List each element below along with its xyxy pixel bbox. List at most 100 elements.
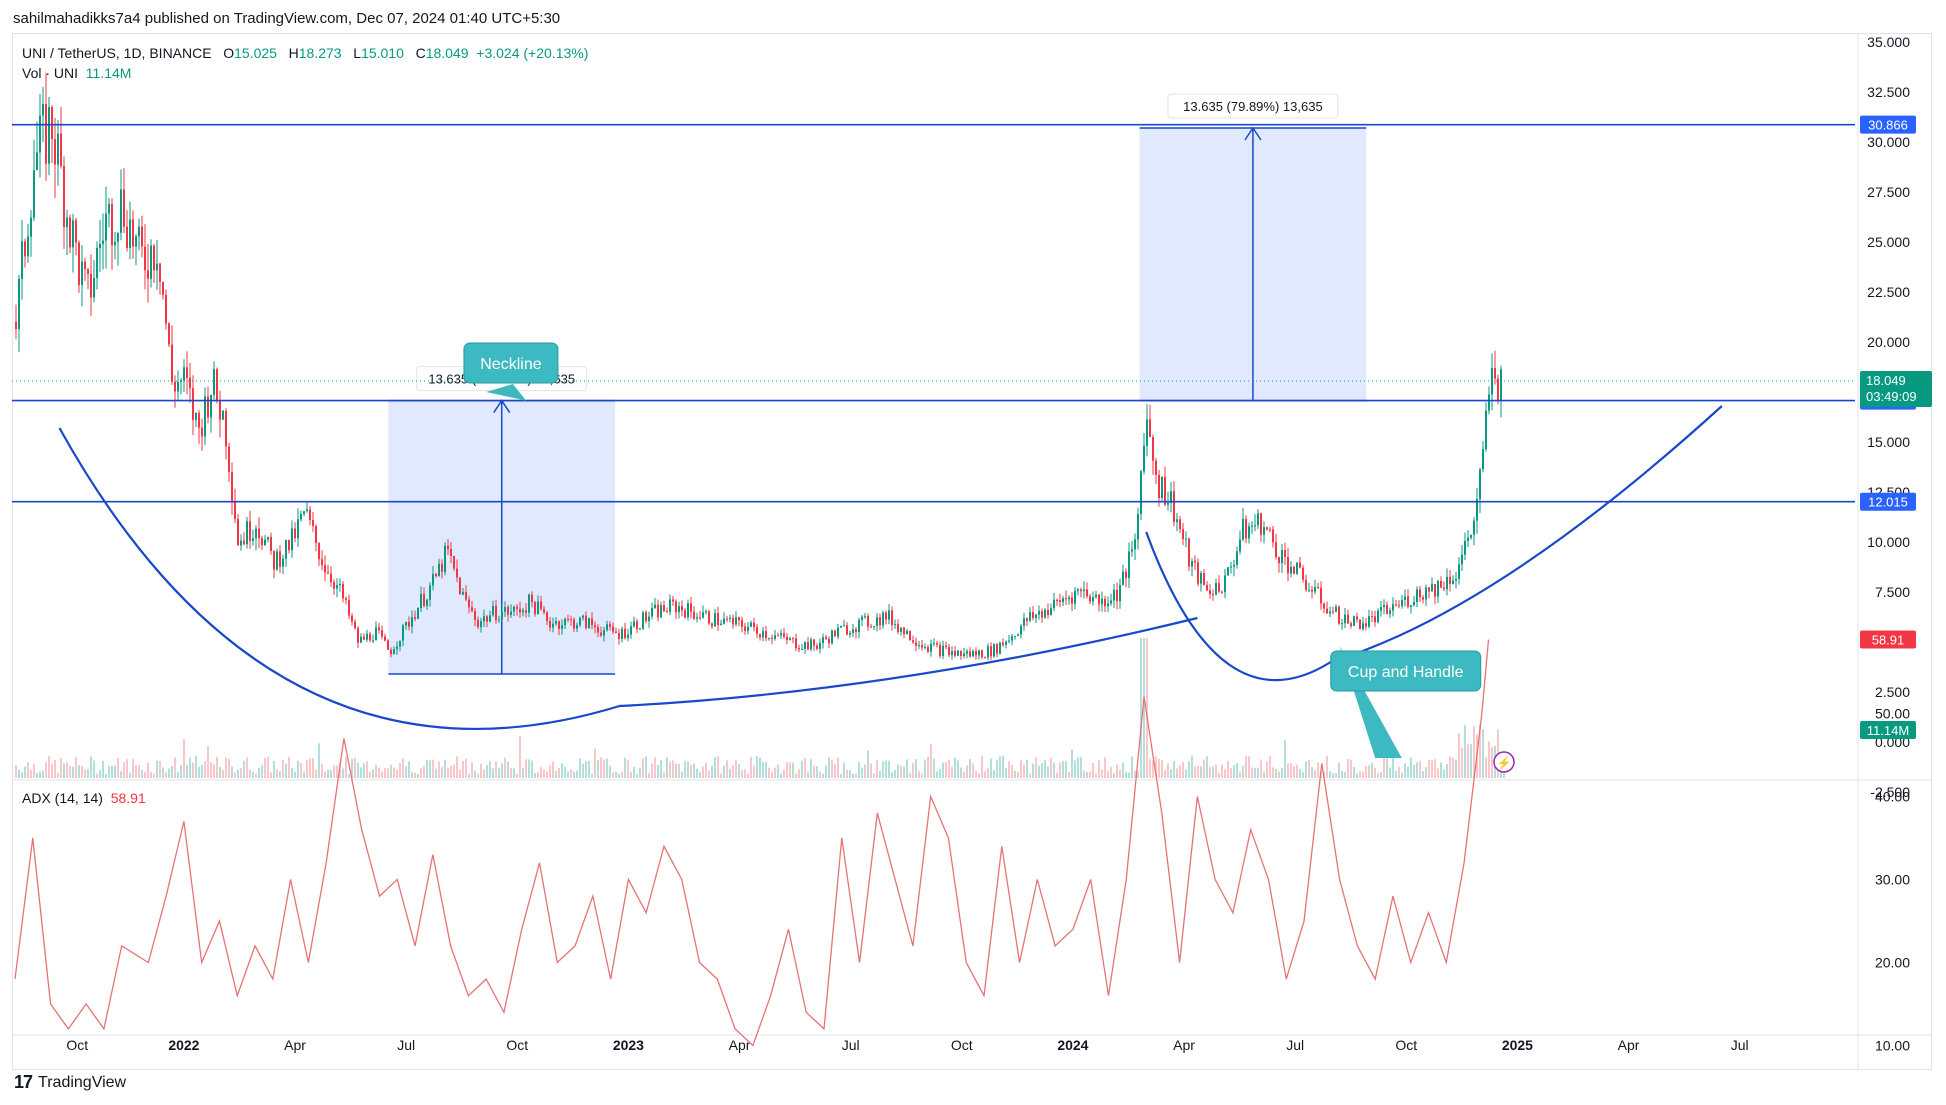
volume-bar xyxy=(996,760,998,778)
volume-bar xyxy=(906,759,908,778)
cup-handle-callout-label: Cup and Handle xyxy=(1348,664,1464,681)
y-tick-label: 27.500 xyxy=(1867,184,1910,200)
candle-body xyxy=(573,619,575,629)
volume-bar xyxy=(1242,765,1244,778)
candle-body xyxy=(831,630,833,644)
candle-body xyxy=(312,520,314,527)
volume-bar xyxy=(1200,766,1202,778)
volume-bar xyxy=(1095,773,1097,778)
candle-body xyxy=(1092,597,1094,602)
volume-bar xyxy=(312,758,314,778)
volume-bar xyxy=(1191,756,1193,778)
volume-bar xyxy=(921,773,923,778)
volume-bar xyxy=(990,758,992,778)
volume-bar xyxy=(1302,771,1304,778)
volume-bar xyxy=(624,757,626,778)
candle-body xyxy=(1356,616,1358,620)
volume-bar xyxy=(582,763,584,778)
volume-bar xyxy=(531,760,533,778)
volume-bar xyxy=(1194,766,1196,778)
candle-body xyxy=(1236,551,1238,565)
symbol-label[interactable]: UNI / TetherUS, 1D, BINANCE xyxy=(22,45,212,61)
volume-bar xyxy=(579,758,581,778)
candle-body xyxy=(1008,640,1010,642)
candle-body xyxy=(702,612,704,618)
volume-bar xyxy=(1296,764,1298,778)
candle-body xyxy=(456,568,458,578)
volume-bar xyxy=(363,763,365,778)
candle-body xyxy=(798,648,800,650)
candle-body xyxy=(117,232,119,242)
volume-label[interactable]: Vol · UNI xyxy=(22,65,79,81)
volume-bar xyxy=(432,759,434,778)
volume-bar xyxy=(1098,760,1100,778)
candle-body xyxy=(276,551,278,570)
candle-body xyxy=(663,605,665,612)
candle-body xyxy=(156,263,158,271)
volume-bar xyxy=(72,766,74,778)
candle-body xyxy=(588,618,590,628)
volume-bar xyxy=(552,761,554,778)
volume-bar xyxy=(1443,769,1445,778)
volume-bar xyxy=(1104,757,1106,778)
volume-bar xyxy=(546,771,548,778)
candle-body xyxy=(45,103,47,164)
volume-bar xyxy=(1146,638,1148,778)
candle-body xyxy=(1200,573,1202,584)
volume-bar xyxy=(447,767,449,778)
candle-body xyxy=(480,621,482,628)
volume-bar xyxy=(846,769,848,778)
volume-bar xyxy=(303,771,305,778)
volume-bar xyxy=(1065,760,1067,778)
volume-bar xyxy=(1026,759,1028,778)
volume-bar xyxy=(144,771,146,778)
candle-body xyxy=(1155,460,1157,475)
candle-body xyxy=(486,616,488,622)
volume-bar xyxy=(873,773,875,778)
candle-body xyxy=(1050,608,1052,615)
candle-body xyxy=(1458,564,1460,579)
candle-body xyxy=(954,651,956,656)
x-tick-label: Jul xyxy=(1286,1037,1304,1053)
volume-bar xyxy=(1221,764,1223,778)
candle-body xyxy=(108,203,110,214)
volume-bar xyxy=(1173,761,1175,778)
candle-body xyxy=(765,631,767,639)
volume-bar xyxy=(1050,758,1052,778)
candle-body xyxy=(1467,537,1469,541)
brand-name: TradingView xyxy=(38,1073,127,1091)
candle-body xyxy=(528,594,530,613)
volume-legend: Vol · UNI 11.14M xyxy=(22,65,131,81)
volume-bar xyxy=(933,758,935,778)
candle-body xyxy=(846,625,848,635)
volume-bar xyxy=(351,758,353,778)
candle-body xyxy=(1443,587,1445,590)
volume-bar xyxy=(366,761,368,778)
candle-body xyxy=(732,617,734,625)
volume-bar xyxy=(741,769,743,778)
candle-body xyxy=(483,616,485,622)
volume-bar xyxy=(564,766,566,778)
adx-label[interactable]: ADX (14, 14) xyxy=(22,790,103,806)
candle-body xyxy=(1128,551,1130,579)
candle-body xyxy=(105,213,107,241)
volume-bar xyxy=(714,757,716,778)
candle-body xyxy=(288,539,290,551)
candle-body xyxy=(30,217,32,237)
volume-bar xyxy=(1335,772,1337,778)
candle-body xyxy=(621,628,623,640)
volume-bar xyxy=(903,766,905,778)
volume-bar xyxy=(717,756,719,778)
volume-bar xyxy=(1056,772,1058,778)
volume-bar xyxy=(186,765,188,778)
candle-body xyxy=(384,636,386,641)
volume-bar xyxy=(402,758,404,778)
volume-bar xyxy=(609,765,611,778)
level-badge-label: 30.866 xyxy=(1868,118,1908,133)
volume-bar xyxy=(207,745,209,778)
candle-body xyxy=(555,621,557,624)
volume-bar xyxy=(471,762,473,778)
candle-body xyxy=(465,591,467,600)
footer-brand[interactable]: 17 TradingView xyxy=(14,1072,126,1093)
